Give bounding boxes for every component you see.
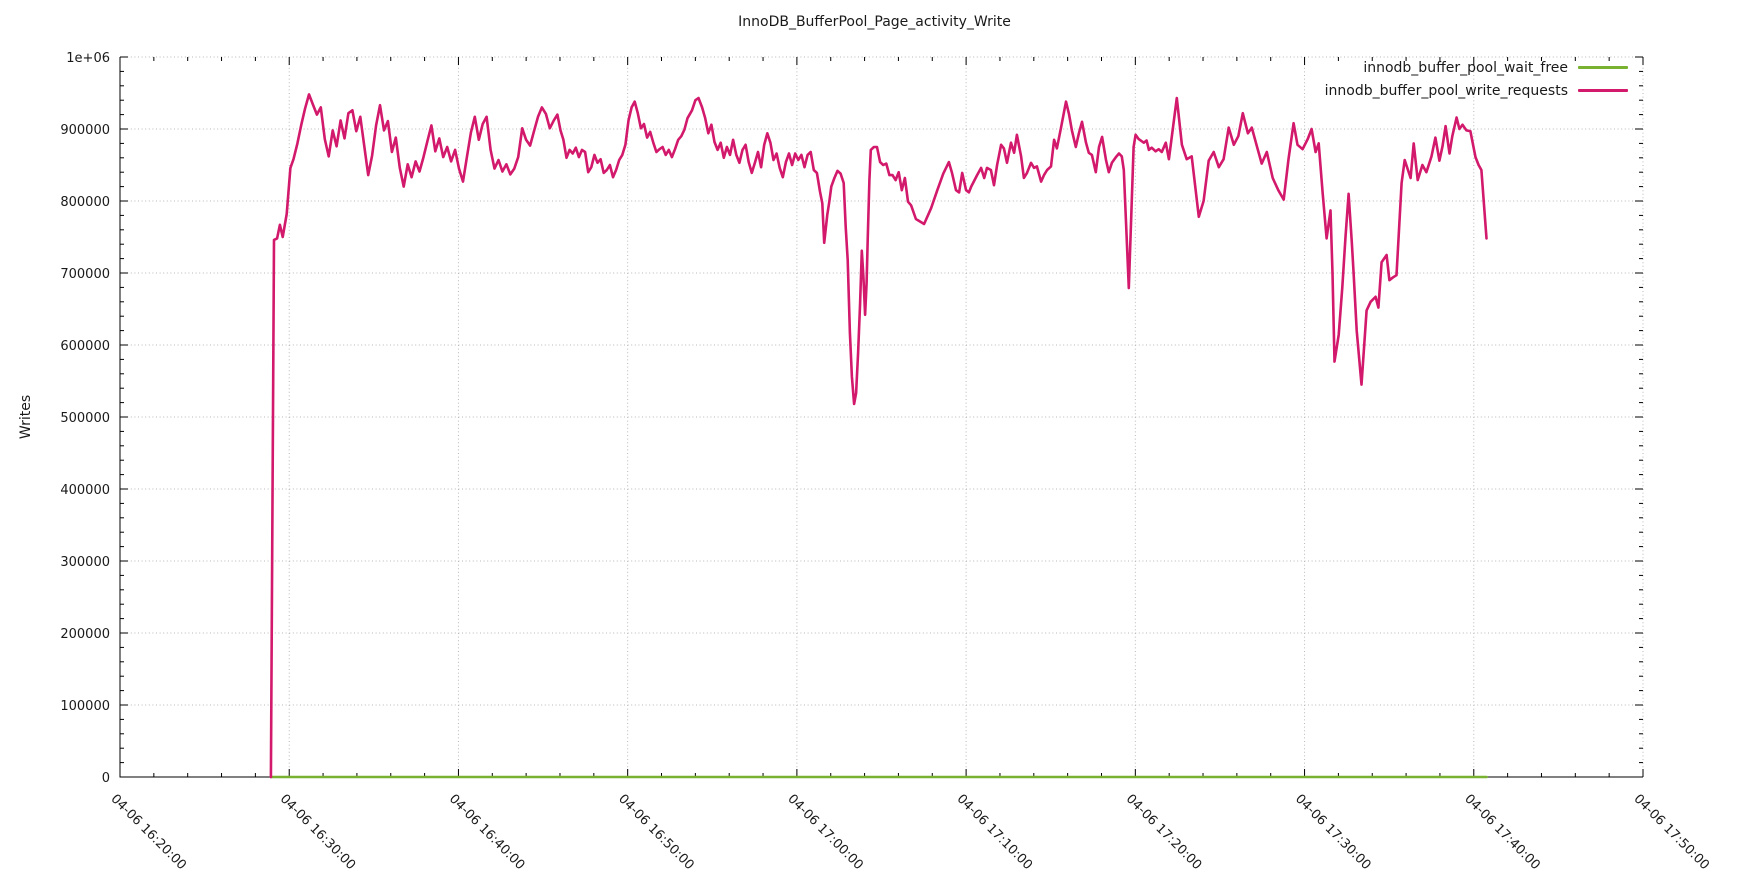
y-tick-label: 200000	[60, 627, 110, 642]
tick-marks	[119, 56, 1644, 778]
x-tick-label: 04-06 17:20:00	[1123, 792, 1205, 874]
x-tick-label: 04-06 16:30:00	[277, 792, 359, 874]
legend-line-sample-green	[1578, 66, 1628, 69]
legend-label-write-requests: innodb_buffer_pool_write_requests	[1324, 82, 1568, 99]
y-tick-label: 700000	[60, 267, 110, 282]
x-tick-label: 04-06 17:00:00	[784, 792, 866, 874]
y-tick-label: 800000	[60, 195, 110, 210]
y-tick-label: 1e+06	[66, 51, 110, 66]
y-tick-label: 900000	[60, 123, 110, 138]
y-tick-label: 500000	[60, 411, 110, 426]
x-tick-label: 04-06 16:20:00	[108, 792, 190, 874]
chart-title: InnoDB_BufferPool_Page_activity_Write	[738, 14, 1011, 30]
series-innodb_buffer_pool_write_requests	[269, 93, 1488, 779]
x-tick-label: 04-06 17:40:00	[1461, 792, 1543, 874]
x-tick-label: 04-06 16:40:00	[446, 792, 528, 874]
legend: innodb_buffer_pool_wait_free innodb_buff…	[1325, 56, 1628, 102]
y-tick-labels: 0 100000 200000 300000 400000 500000 600000 700…	[60, 51, 110, 786]
y-tick-label: 600000	[60, 339, 110, 354]
series-lines	[269, 93, 1488, 779]
x-tick-label: 04-06 16:50:00	[615, 792, 697, 874]
legend-entry-write-requests: innodb_buffer_pool_write_requests	[1325, 79, 1628, 102]
y-tick-label: 0	[102, 771, 110, 786]
x-tick-labels: 04-06 16:20:00 04-06 16:30:00 04-06 16:40:…	[108, 792, 1713, 874]
x-tick-label: 04-06 17:30:00	[1292, 792, 1374, 874]
y-tick-label: 100000	[60, 699, 110, 714]
y-axis-title: Writes	[18, 394, 34, 440]
legend-line-sample-magenta	[1578, 89, 1628, 92]
legend-label-wait-free: innodb_buffer_pool_wait_free	[1363, 59, 1568, 76]
y-tick-label: 300000	[60, 555, 110, 570]
x-tick-label: 04-06 17:10:00	[954, 792, 1036, 874]
y-tick-label: 400000	[60, 483, 110, 498]
legend-entry-wait-free: innodb_buffer_pool_wait_free	[1363, 56, 1628, 79]
x-tick-label: 04-06 17:50:00	[1631, 792, 1713, 874]
